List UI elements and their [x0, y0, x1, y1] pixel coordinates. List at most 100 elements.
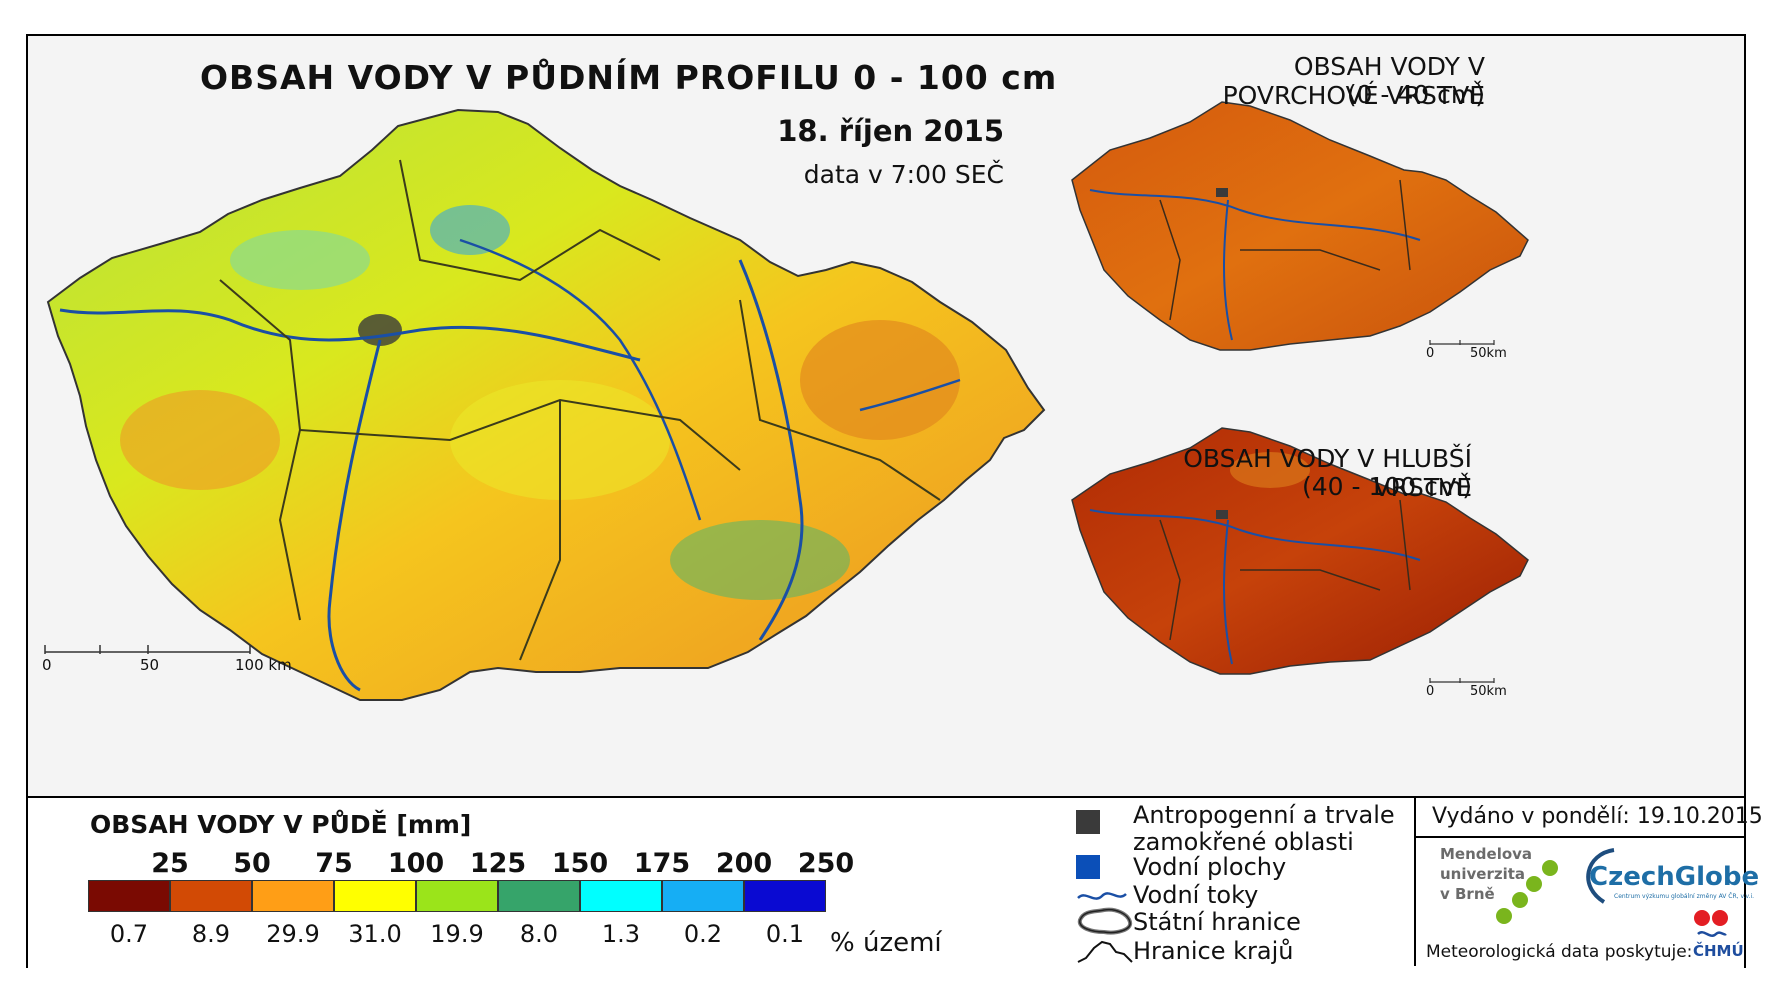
river	[1223, 199, 1233, 341]
scale-bar	[44, 645, 251, 654]
legend-swatch	[416, 880, 498, 912]
scale-label-0: 0	[42, 656, 52, 674]
scale-label-100: 100 km	[235, 656, 292, 674]
legend-panel	[28, 796, 1744, 968]
legend-swatch	[88, 880, 170, 912]
legend-percent: 0.1	[765, 920, 805, 948]
mendel-line1: Mendelova	[1440, 845, 1533, 863]
inset-top-map	[1071, 101, 1529, 351]
anthropogenic-symbol	[1076, 810, 1100, 834]
region-border-label: Hranice krajů	[1133, 937, 1294, 965]
legend-percent: 8.0	[519, 920, 559, 948]
inset-top-scale-50: 50km	[1470, 346, 1507, 361]
river	[738, 259, 804, 641]
czechglobe-arc-icon	[1586, 848, 1615, 904]
legend-swatch	[334, 880, 416, 912]
water-area-symbol	[1076, 855, 1100, 879]
river	[327, 339, 382, 692]
dry-patch	[120, 390, 280, 490]
legend-bound: 25	[151, 848, 189, 879]
legend-bound: 75	[315, 848, 353, 879]
mendel-dots-icon	[1496, 860, 1558, 924]
mendel-university-logo: Mendelova univerzita v Brně	[1440, 844, 1532, 904]
rivers-label: Vodní toky	[1133, 881, 1259, 909]
legend-bound: 100	[387, 848, 445, 879]
mendel-line3: v Brně	[1440, 885, 1495, 903]
mendel-line2: univerzita	[1440, 865, 1526, 883]
issued-date: Vydáno v pondělí: 19.10.2015	[1432, 804, 1763, 829]
river	[1089, 189, 1421, 241]
legend-percent: 8.9	[191, 920, 231, 948]
wet-patch	[430, 205, 510, 255]
legend-percent: 0.2	[683, 920, 723, 948]
scale-bar	[1429, 340, 1495, 345]
credits-divider	[1414, 836, 1746, 838]
inset-top-title: OBSAH VODY V POVRCHOVÉ VRSTVĚ	[1222, 52, 1485, 110]
map-date: 18. říjen 2015	[777, 114, 1004, 148]
legend-swatch	[252, 880, 334, 912]
legend-bound: 250	[797, 848, 855, 879]
legend-swatch	[498, 880, 580, 912]
legend-divider	[1414, 796, 1416, 966]
main-map	[44, 108, 1046, 701]
region-border	[739, 299, 941, 501]
chmu-icon	[1694, 910, 1728, 937]
river	[1223, 519, 1233, 665]
scale-bar	[1429, 678, 1495, 683]
legend-title: OBSAH VODY V PŮDĚ [mm]	[90, 810, 472, 839]
legend-percent: 19.9	[430, 920, 484, 948]
river	[1089, 509, 1421, 561]
state-border-label: Státní hranice	[1133, 908, 1301, 936]
inset-bottom-title: OBSAH VODY V HLUBŠÍ VRSTVĚ	[1183, 444, 1472, 502]
region-border	[1159, 179, 1411, 321]
legend-swatch	[662, 880, 744, 912]
inset-bottom-scale-0: 0	[1426, 684, 1435, 699]
region-border	[1159, 499, 1411, 641]
river	[459, 238, 702, 521]
czechglobe-logo: CzechGlobe	[1589, 862, 1760, 892]
country-inset-top	[1071, 101, 1529, 351]
region-border	[519, 400, 561, 661]
river	[59, 308, 641, 362]
less-dry-patch	[1230, 452, 1310, 488]
legend-bound: 200	[715, 848, 773, 879]
meteo-data-provider: Meteorologická data poskytuje:	[1426, 942, 1693, 962]
inset-bottom-depth: (40 - 100 cm)	[1302, 472, 1472, 501]
chmu-logo: ČHMÚ	[1693, 942, 1744, 960]
inset-bottom-map	[1071, 427, 1529, 683]
inset-top-depth: (0 - 40 cm)	[1346, 80, 1485, 109]
scale-label-50: 50	[140, 656, 160, 674]
legend-percent: 29.9	[266, 920, 320, 948]
legend-percent: 0.7	[109, 920, 149, 948]
region-border	[399, 159, 661, 282]
main-title: OBSAH VODY V PŮDNÍM PROFILU 0 - 100 cm	[200, 58, 1058, 97]
anthropogenic-label-line1: Antropogenní a trvale	[1133, 801, 1395, 829]
state-border-symbol	[1077, 907, 1133, 935]
inset-bottom-scale-50: 50km	[1470, 684, 1507, 699]
legend-bound: 150	[551, 848, 609, 879]
anthropogenic-label-line2: zamokřené oblasti	[1133, 828, 1354, 856]
legend-bound: 50	[233, 848, 271, 879]
legend-bound: 125	[469, 848, 527, 879]
prague-area	[1216, 510, 1228, 519]
country-inset-bottom	[1071, 427, 1529, 675]
legend-percent: 1.3	[601, 920, 641, 948]
czechglobe-subtitle: Centrum výzkumu globální změny AV ČR, v.…	[1614, 893, 1755, 900]
river	[859, 378, 961, 412]
legend-bound: 175	[633, 848, 691, 879]
legend-unit: % území	[830, 928, 942, 958]
legend-swatch	[580, 880, 662, 912]
region-border-symbol	[1077, 940, 1133, 963]
legend-percent: 31.0	[348, 920, 402, 948]
wet-patch	[230, 230, 370, 290]
legend-swatch	[744, 880, 826, 912]
water-areas-label: Vodní plochy	[1133, 853, 1287, 881]
river-symbol	[1077, 892, 1127, 900]
data-time-note: data v 7:00 SEČ	[803, 160, 1004, 189]
legend-swatch	[170, 880, 252, 912]
inset-top-scale-0: 0	[1426, 346, 1435, 361]
prague-area	[1216, 188, 1228, 197]
dry-patch	[800, 320, 960, 440]
wet-patch	[670, 520, 850, 600]
